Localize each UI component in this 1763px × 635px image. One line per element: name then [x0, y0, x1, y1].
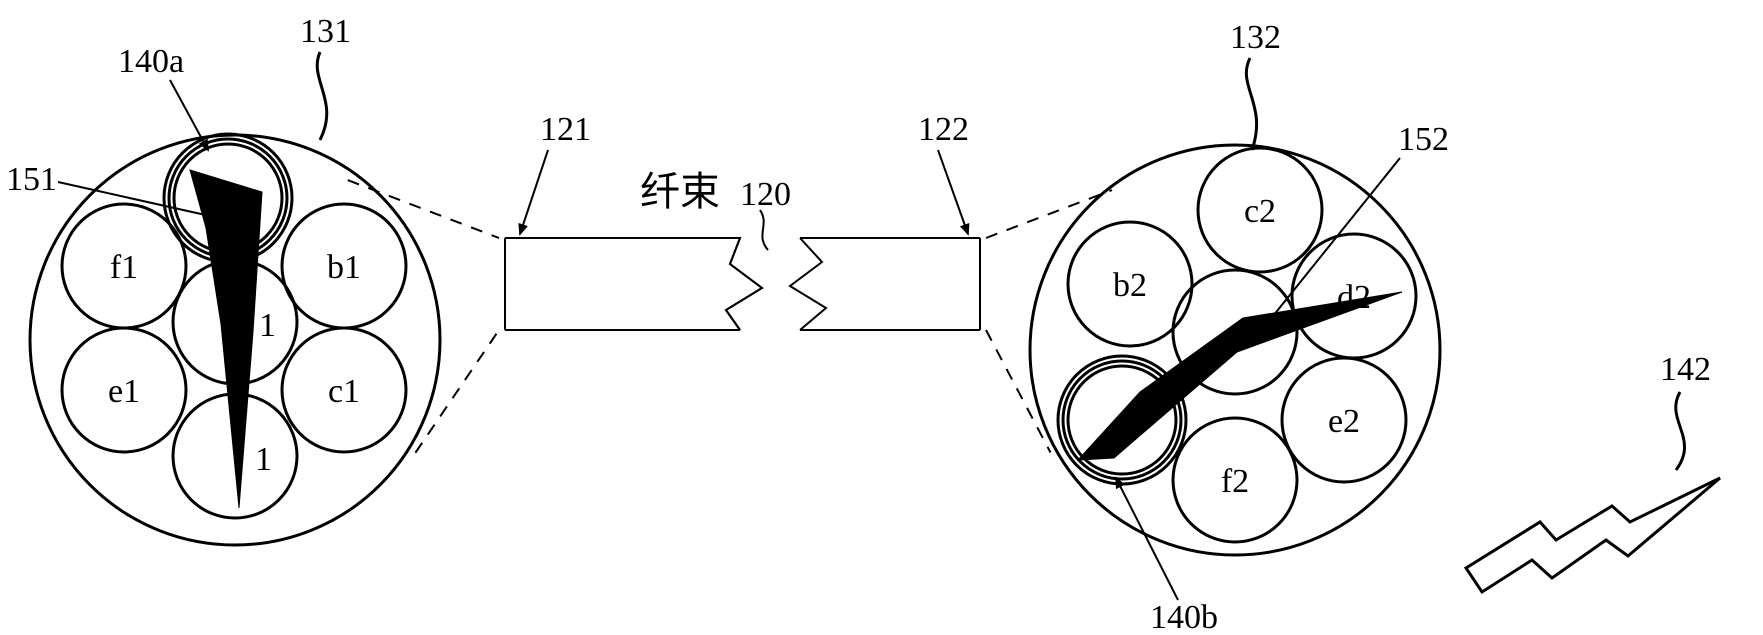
- leader-142: [1676, 392, 1685, 470]
- fiber-label-left-f: f1: [110, 249, 138, 286]
- fiber-label-left-e: e1: [108, 373, 140, 410]
- fiber-label-left-b: b1: [327, 249, 361, 286]
- bundle-leader: [760, 210, 768, 250]
- tube-break-left: [726, 238, 762, 330]
- leader-151: [58, 182, 210, 216]
- indicator-arrow-left: [190, 170, 262, 508]
- ref-152: 152: [1398, 121, 1449, 158]
- projection-right-0: [986, 190, 1112, 238]
- tube-break-right: [790, 238, 826, 330]
- leader-132: [1246, 58, 1256, 150]
- ref-140b: 140b: [1150, 599, 1218, 635]
- fiber-label-right-e: e2: [1328, 403, 1360, 440]
- section-right: c2d2e2f2b2: [986, 145, 1440, 555]
- ref-122: 122: [918, 111, 969, 148]
- fiber-label-left-d-partial: 1: [255, 441, 272, 478]
- leader-140b: [1116, 478, 1178, 600]
- bolt-icon: [1466, 478, 1720, 592]
- tube-top-left: [505, 238, 762, 330]
- ref-131: 131: [300, 13, 351, 50]
- fiber-label-right-c: c2: [1244, 193, 1276, 230]
- leader-121: [520, 150, 548, 234]
- fiber-label-right-f: f2: [1221, 463, 1249, 500]
- leader-122: [938, 150, 968, 234]
- fiber-label-right-b: b2: [1113, 267, 1147, 304]
- projection-left-1: [415, 330, 499, 453]
- ref-140a: 140a: [118, 43, 184, 80]
- ref-132: 132: [1230, 19, 1281, 56]
- leader-131: [317, 52, 327, 140]
- ref-142: 142: [1660, 351, 1711, 388]
- leader-152: [1265, 158, 1400, 326]
- fiber-label-left-center-partial: 1: [259, 307, 276, 344]
- ref-121: 121: [540, 111, 591, 148]
- fiber-label-left-c: c1: [328, 373, 360, 410]
- bundle-label-num: 120: [740, 176, 791, 213]
- ref-151: 151: [6, 161, 57, 198]
- projection-right-1: [986, 330, 1051, 453]
- bundle-label-cjk: 纤束: [640, 169, 720, 214]
